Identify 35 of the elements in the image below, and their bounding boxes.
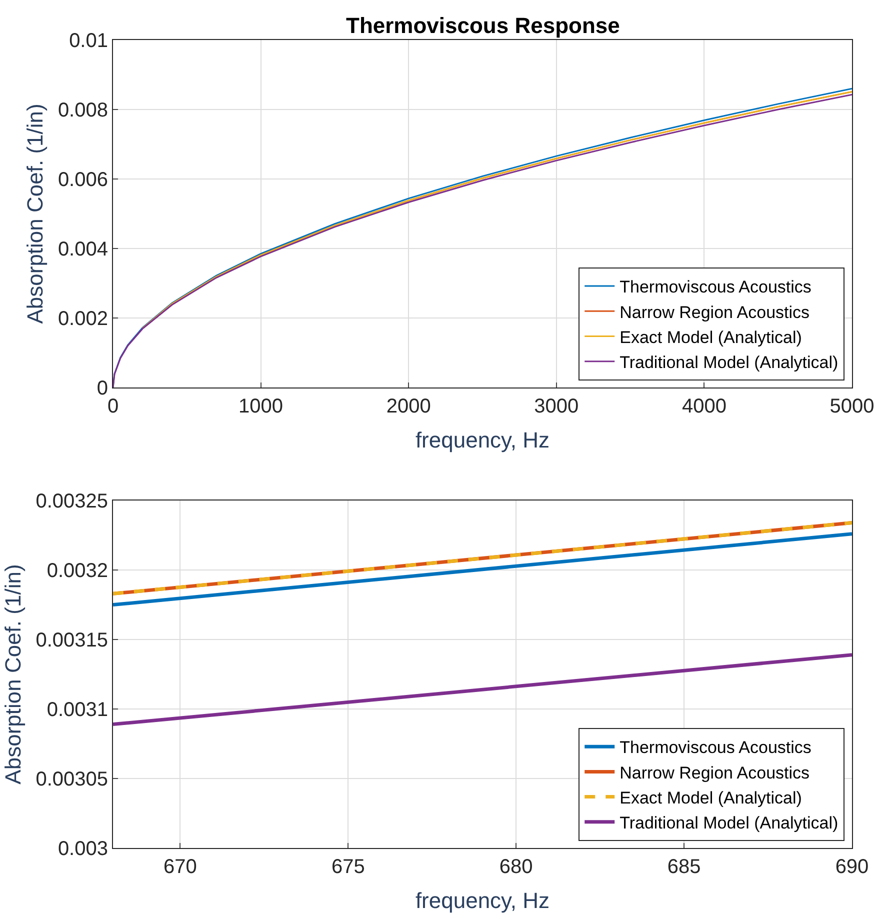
y-tick-label: 0.01 xyxy=(69,30,108,52)
x-tick-label: 670 xyxy=(163,856,197,878)
x-tick-label: 685 xyxy=(667,856,701,878)
x-axis-title: frequency, Hz xyxy=(415,427,550,452)
x-axis-title: frequency, Hz xyxy=(415,888,550,913)
x-tick-label: 2000 xyxy=(386,395,431,418)
y-tick-label: 0 xyxy=(96,377,108,400)
legend-label: Traditional Model (Analytical) xyxy=(620,814,838,833)
legend-label: Narrow Region Acoustics xyxy=(620,763,810,782)
legend-label: Traditional Model (Analytical) xyxy=(620,352,838,372)
x-tick-label: 1000 xyxy=(238,395,284,418)
x-tick-label: 3000 xyxy=(534,395,579,418)
x-tick-label: 675 xyxy=(331,856,365,878)
legend-label: Exact Model (Analytical) xyxy=(620,788,802,808)
y-tick-label: 0.00315 xyxy=(36,630,108,652)
y-tick-label: 0.004 xyxy=(58,238,108,260)
y-tick-label: 0.00325 xyxy=(36,490,108,513)
y-tick-label: 0.00305 xyxy=(36,768,108,791)
y-tick-label: 0.0031 xyxy=(46,699,108,722)
y-tick-label: 0.002 xyxy=(58,308,108,330)
y-tick-label: 0.003 xyxy=(58,838,108,860)
x-tick-label: 4000 xyxy=(682,395,726,418)
y-axis-title: Absorption Coef. (1/in) xyxy=(0,564,26,784)
legend-label: Thermoviscous Acoustics xyxy=(620,278,812,297)
chart-title: Thermoviscous Response xyxy=(346,13,620,38)
legend-label: Thermoviscous Acoustics xyxy=(620,738,812,758)
legend-label: Exact Model (Analytical) xyxy=(620,328,802,347)
y-tick-label: 0.006 xyxy=(58,168,108,191)
x-tick-label: 690 xyxy=(835,856,869,878)
x-tick-label: 5000 xyxy=(830,395,874,418)
x-tick-label: 680 xyxy=(499,856,533,878)
legend-label: Narrow Region Acoustics xyxy=(620,302,810,322)
y-tick-label: 0.0032 xyxy=(46,560,108,582)
y-axis-title: Absorption Coef. (1/in) xyxy=(22,104,48,324)
y-tick-label: 0.008 xyxy=(58,99,108,122)
